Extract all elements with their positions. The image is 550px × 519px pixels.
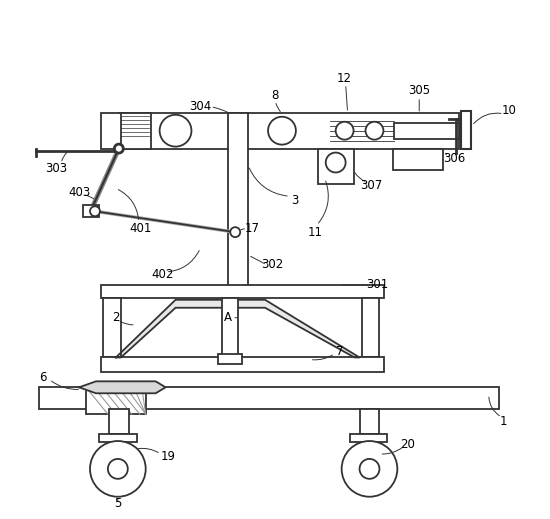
Bar [222,298,238,358]
Circle shape [366,122,383,140]
Polygon shape [116,300,360,358]
Bar [461,111,471,148]
Bar [101,285,384,298]
Circle shape [108,459,128,479]
Text: 19: 19 [161,450,176,463]
Text: 304: 304 [189,100,212,113]
Text: 5: 5 [114,497,122,510]
Bar [119,113,459,148]
Text: 10: 10 [501,104,516,117]
Text: 402: 402 [151,268,174,281]
Bar [39,387,499,409]
Bar [393,148,443,170]
Bar [83,206,99,217]
Bar [101,113,121,148]
Bar [86,387,146,414]
Text: 3: 3 [291,194,299,207]
Text: 12: 12 [337,73,352,86]
Text: 2: 2 [112,311,119,324]
Bar [109,409,129,434]
Bar [350,434,387,442]
Circle shape [90,206,100,216]
Text: 17: 17 [245,222,260,235]
Circle shape [90,441,146,497]
Text: 301: 301 [366,278,388,291]
Circle shape [360,459,379,479]
Bar [360,409,379,434]
Bar [101,358,384,373]
Bar [394,122,459,139]
Circle shape [160,115,191,146]
Bar [99,434,137,442]
Bar [228,113,248,290]
Text: 403: 403 [68,186,90,199]
Circle shape [336,122,354,140]
Text: 6: 6 [40,371,47,384]
Text: 401: 401 [130,222,152,235]
Bar [218,354,242,364]
Text: 303: 303 [45,162,67,175]
Circle shape [326,153,345,172]
Bar [361,298,380,358]
Text: 302: 302 [261,258,283,271]
Text: 305: 305 [408,85,430,98]
Circle shape [114,144,124,154]
Text: 20: 20 [400,438,415,450]
Circle shape [268,117,296,145]
Text: 306: 306 [443,152,465,165]
Text: A: A [224,311,232,324]
Circle shape [230,227,240,237]
Text: 307: 307 [360,179,383,192]
Text: 11: 11 [307,226,322,239]
Bar [103,298,121,358]
Circle shape [115,145,123,153]
Bar [318,148,354,184]
Bar [119,113,151,148]
Text: 8: 8 [271,89,279,102]
Polygon shape [79,381,166,393]
Circle shape [342,441,397,497]
Text: 1: 1 [500,415,508,428]
Text: 7: 7 [336,345,343,358]
